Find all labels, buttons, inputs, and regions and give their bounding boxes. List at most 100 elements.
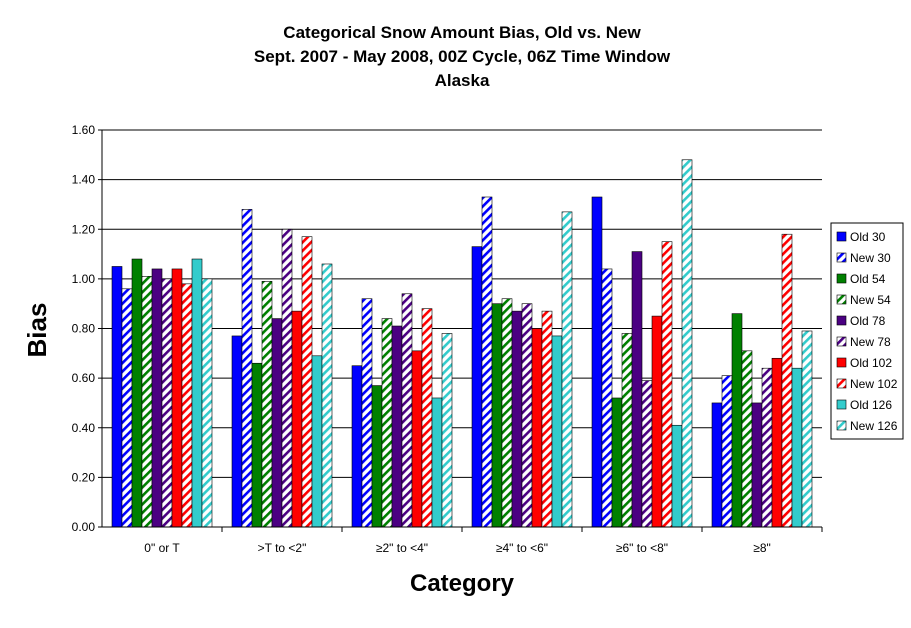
bar-new-30-cat-2 (241, 209, 253, 528)
bars (111, 159, 813, 528)
bar-new-102-cat-1 (181, 283, 193, 528)
bar-new-126-cat-6 (801, 330, 813, 528)
bar-new-102-cat-5 (661, 241, 673, 528)
legend-item: New 78 (836, 335, 891, 349)
bar-new-126-cat-3 (441, 333, 453, 528)
bar-old-102-cat-3 (411, 350, 423, 528)
y-tick-label: 1.00 (72, 272, 96, 286)
legend-item: Old 78 (836, 314, 886, 328)
bar-new-54-cat-5 (621, 333, 633, 528)
bar-new-102-cat-3 (421, 308, 433, 528)
legend-swatch (836, 252, 847, 263)
legend-swatch (836, 231, 847, 242)
legend-label: Old 126 (850, 398, 892, 412)
x-tick-label: >T to <2" (258, 541, 307, 555)
bar-new-54-cat-3 (381, 318, 393, 528)
legend-swatch (836, 336, 847, 347)
legend-label: Old 78 (850, 314, 886, 328)
bar-old-78-cat-2 (271, 318, 283, 528)
bar-new-30-cat-5 (601, 268, 613, 528)
legend-item: New 102 (836, 377, 898, 391)
bar-new-126-cat-4 (561, 211, 573, 528)
bar-new-126-cat-1 (201, 278, 213, 528)
legend: Old 30 New 30 Old 54 New 54 Old 78 New 78 Old … (830, 222, 904, 440)
legend-label: New 102 (850, 377, 898, 391)
legend-item: Old 126 (836, 398, 892, 412)
bar-new-102-cat-2 (301, 236, 313, 528)
bar-old-78-cat-1 (151, 268, 163, 528)
y-tick-label: 0.20 (72, 470, 96, 484)
bar-old-30-cat-2 (231, 335, 243, 528)
y-tick-label: 1.60 (72, 123, 96, 137)
legend-label: Old 30 (850, 230, 886, 244)
bar-old-126-cat-1 (191, 258, 203, 528)
legend-item: Old 54 (836, 272, 886, 286)
bar-new-78-cat-2 (281, 228, 293, 528)
bar-new-78-cat-6 (761, 367, 773, 528)
bar-old-30-cat-6 (711, 402, 723, 528)
legend-swatch (836, 315, 847, 326)
bar-old-126-cat-6 (791, 367, 803, 528)
legend-swatch (836, 273, 847, 284)
bar-new-126-cat-5 (681, 159, 693, 528)
legend-label: New 78 (850, 335, 891, 349)
bar-new-30-cat-4 (481, 196, 493, 528)
bar-old-102-cat-2 (291, 310, 303, 528)
bar-old-78-cat-3 (391, 325, 403, 528)
bar-old-54-cat-2 (251, 362, 263, 528)
gridlines (102, 129, 822, 478)
bar-new-30-cat-3 (361, 298, 373, 528)
bar-old-54-cat-6 (731, 313, 743, 528)
legend-label: Old 102 (850, 356, 892, 370)
x-tick-labels: 0" or T >T to <2" ≥2" to <4" ≥4" to <6" ≥6" … (144, 527, 823, 555)
bar-new-78-cat-3 (401, 293, 413, 528)
legend-swatch (836, 294, 847, 305)
bar-old-126-cat-2 (311, 355, 323, 528)
x-axis-title: Category (410, 570, 515, 597)
bar-old-30-cat-5 (591, 196, 603, 528)
legend-swatch (836, 378, 847, 389)
bar-new-30-cat-6 (721, 375, 733, 528)
legend-label: New 30 (850, 251, 891, 265)
bar-new-54-cat-2 (261, 281, 273, 528)
legend-item: New 126 (836, 419, 898, 433)
y-tick-label: 0.40 (72, 421, 96, 435)
x-tick-label: ≥4" to <6" (496, 541, 548, 555)
bar-old-54-cat-4 (491, 303, 503, 528)
legend-item: New 54 (836, 293, 891, 307)
bar-old-102-cat-4 (531, 328, 543, 528)
y-tick-label: 1.20 (72, 222, 96, 236)
chart-title-line-2: Sept. 2007 - May 2008, 00Z Cycle, 06Z Ti… (254, 47, 671, 66)
bar-new-78-cat-1 (161, 278, 173, 528)
legend-label: New 126 (850, 419, 898, 433)
y-axis-title: Bias (22, 303, 52, 358)
y-tick-label: 0.80 (72, 322, 96, 336)
legend-label: Old 54 (850, 272, 886, 286)
x-tick-label: ≥6" to <8" (616, 541, 668, 555)
bar-old-102-cat-1 (171, 268, 183, 528)
bar-new-78-cat-5 (641, 380, 653, 528)
legend-item: New 30 (836, 251, 891, 265)
y-tick-label: 1.40 (72, 173, 96, 187)
bar-old-54-cat-1 (131, 258, 143, 528)
legend-swatch (836, 399, 847, 410)
bar-new-54-cat-4 (501, 298, 513, 528)
bar-old-30-cat-1 (111, 266, 123, 528)
bar-old-54-cat-5 (611, 397, 623, 528)
x-tick-label: 0" or T (144, 541, 180, 555)
bar-new-102-cat-6 (781, 233, 793, 528)
bar-old-30-cat-3 (351, 365, 363, 528)
bar-old-78-cat-5 (631, 251, 643, 528)
y-tick-labels: 0.00 0.20 0.40 0.60 0.80 1.00 1.20 1.40 1.60 (72, 123, 102, 534)
bar-old-78-cat-4 (511, 310, 523, 528)
x-tick-label: ≥8" (753, 541, 771, 555)
bar-old-126-cat-3 (431, 397, 443, 528)
bar-old-30-cat-4 (471, 246, 483, 528)
chart-title-line-3: Alaska (435, 71, 490, 90)
bar-new-126-cat-2 (321, 263, 333, 528)
bar-old-126-cat-4 (551, 335, 563, 528)
bar-new-54-cat-1 (141, 276, 153, 528)
y-tick-label: 0.60 (72, 371, 96, 385)
